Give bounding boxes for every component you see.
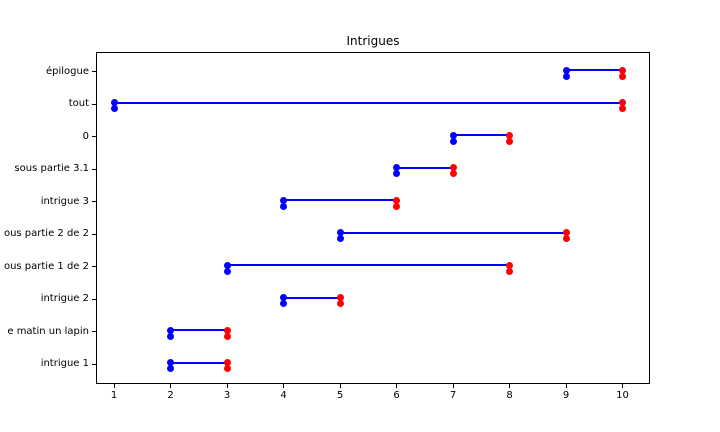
- gantt-line: [396, 166, 453, 169]
- y-tick-mark: [92, 71, 96, 72]
- end-dot: [449, 164, 457, 172]
- y-tick-label: intrigue 2: [40, 293, 89, 305]
- end-dot: [506, 131, 513, 139]
- start-dot: [167, 359, 174, 367]
- y-tick-mark: [92, 363, 96, 365]
- y-tick-label: épilogue: [45, 65, 89, 77]
- gantt-line: [453, 134, 510, 137]
- y-tick-mark: [92, 103, 96, 105]
- y-tick-label: tout: [68, 98, 89, 110]
- x-tick-mark: [396, 384, 397, 388]
- gantt-line: [283, 296, 340, 299]
- x-tick-label: 4: [280, 390, 287, 401]
- end-dot: [223, 326, 231, 334]
- y-tick-label: 0: [82, 130, 89, 142]
- x-tick-label: 9: [562, 390, 570, 401]
- end-dot: [336, 294, 344, 302]
- y-tick-mark: [92, 168, 96, 170]
- start-dot: [280, 202, 287, 210]
- start-dot: [393, 164, 400, 172]
- gantt-line: [227, 264, 510, 267]
- x-tick-mark: [170, 384, 171, 388]
- start-dot: [393, 170, 400, 178]
- end-dot: [506, 137, 513, 145]
- y-tick-label: e matin un lapin: [7, 325, 89, 337]
- end-dot: [393, 202, 400, 210]
- end-dot: [336, 300, 344, 308]
- start-dot: [167, 326, 174, 334]
- start-dot: [223, 267, 231, 275]
- y-tick-mark: [92, 298, 96, 300]
- start-dot: [280, 196, 287, 204]
- x-tick-mark: [113, 384, 115, 388]
- start-dot: [336, 235, 344, 243]
- x-tick-label: 2: [167, 390, 174, 401]
- end-dot: [619, 72, 626, 80]
- x-tick-label: 5: [336, 390, 344, 401]
- start-dot: [110, 105, 118, 113]
- x-tick-mark: [565, 384, 567, 388]
- end-dot: [562, 235, 570, 243]
- x-tick-mark: [452, 384, 454, 388]
- end-dot: [619, 99, 626, 107]
- x-tick-mark: [622, 384, 623, 388]
- y-tick-label: ous partie 1 de 2: [3, 260, 89, 272]
- start-dot: [167, 332, 174, 340]
- end-dot: [393, 196, 400, 204]
- y-tick-label: intrigue 1: [40, 358, 89, 370]
- start-dot: [449, 137, 457, 145]
- start-dot: [562, 72, 570, 80]
- y-tick-label: sous partie 3.1: [14, 163, 89, 175]
- y-tick-mark: [92, 136, 96, 138]
- end-dot: [223, 365, 231, 373]
- y-tick-mark: [92, 266, 96, 268]
- end-dot: [619, 66, 626, 74]
- x-tick-mark: [339, 384, 341, 388]
- y-tick-label: intrigue 3: [40, 195, 89, 207]
- x-tick-label: 3: [223, 390, 231, 401]
- gantt-line: [283, 199, 397, 202]
- y-tick-mark: [92, 233, 96, 235]
- start-dot: [562, 66, 570, 74]
- end-dot: [223, 359, 231, 367]
- start-dot: [336, 229, 344, 237]
- end-dot: [506, 261, 513, 269]
- y-tick-mark: [92, 331, 96, 333]
- start-dot: [280, 300, 287, 308]
- end-dot: [223, 332, 231, 340]
- x-tick-label: 6: [393, 390, 400, 401]
- gantt-line: [170, 329, 227, 332]
- start-dot: [110, 99, 118, 107]
- end-dot: [562, 229, 570, 237]
- x-tick-mark: [283, 384, 284, 388]
- gantt-line: [566, 69, 623, 71]
- end-dot: [449, 170, 457, 178]
- x-tick-mark: [226, 384, 228, 388]
- gantt-line: [170, 361, 227, 364]
- gantt-line: [114, 101, 623, 104]
- x-tick-label: 7: [449, 390, 457, 401]
- start-dot: [449, 131, 457, 139]
- x-tick-mark: [509, 384, 510, 388]
- y-tick-mark: [92, 201, 96, 203]
- chart-title: Intrigues: [346, 34, 400, 48]
- x-tick-label: 8: [506, 390, 513, 401]
- gantt-line: [340, 231, 566, 234]
- start-dot: [167, 365, 174, 373]
- start-dot: [280, 294, 287, 302]
- x-tick-label: 10: [616, 390, 629, 401]
- plot-area: [96, 52, 650, 384]
- start-dot: [223, 261, 231, 269]
- y-tick-label: ous partie 2 de 2: [3, 228, 89, 240]
- x-tick-label: 1: [110, 390, 118, 401]
- end-dot: [506, 267, 513, 275]
- end-dot: [619, 105, 626, 113]
